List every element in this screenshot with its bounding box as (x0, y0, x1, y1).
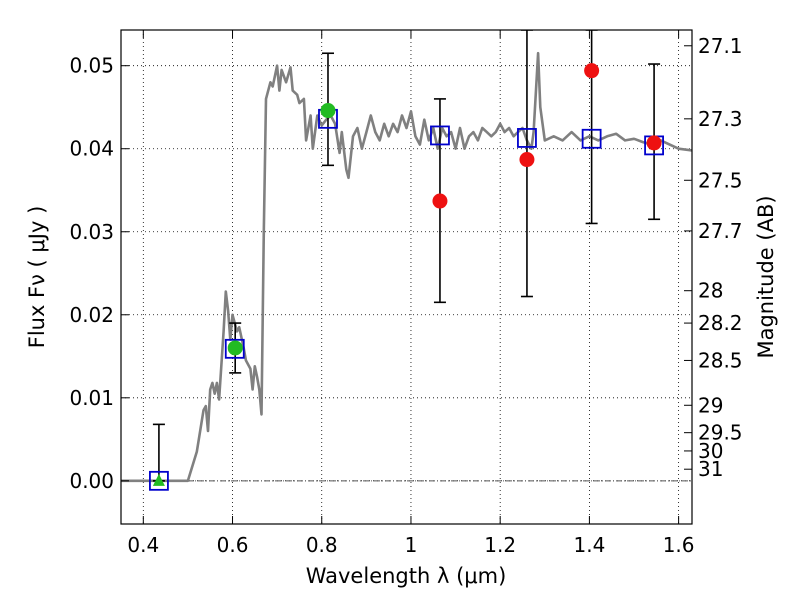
x-tick-label: 0.6 (217, 533, 249, 557)
plot-frame (120, 29, 693, 525)
y2-tick-label: 27.5 (698, 168, 743, 192)
non-detection-point (432, 193, 448, 209)
y2-axis-label: Magnitude (AB) (754, 195, 778, 358)
y2-tick-label: 28 (698, 279, 723, 303)
model-photometry-point (430, 125, 450, 146)
y-tick-label: 0.01 (69, 386, 114, 410)
y-tick-label: 0.05 (69, 54, 114, 78)
model-spectrum-line (121, 51, 692, 483)
y2-tick-label: 27.1 (698, 34, 743, 58)
y-tick-label: 0.00 (69, 469, 114, 493)
observed-markers (152, 63, 662, 486)
non-detection-point (646, 135, 662, 151)
model-photometry-point (224, 338, 245, 359)
non-detection-point (584, 63, 600, 79)
axis-ticks: 0.4 0.6 0.8 1 1.2 1.4 1.6 0.00 0.01 0.02 0.03 0.04 0… (69, 30, 743, 557)
non-detection-point (519, 152, 535, 168)
detection-point (320, 103, 336, 119)
y2-tick-label: 29.5 (698, 421, 743, 445)
model-photometry-squares (149, 108, 664, 491)
model-photometry-point (149, 470, 169, 491)
y2-tick-label: 31 (698, 457, 723, 481)
x-tick-label: 1.4 (573, 533, 605, 557)
model-photometry-point (581, 128, 602, 149)
x-tick-label: 1.6 (663, 533, 695, 557)
x-tick-label: 1 (405, 533, 418, 557)
plot-area (121, 30, 692, 491)
y-axis-label: Flux Fν ( μJy ) (25, 206, 49, 349)
y-tick-label: 0.03 (69, 220, 114, 244)
model-photometry-point (517, 128, 537, 148)
y2-tick-label: 30 (698, 439, 723, 463)
detection-point (227, 340, 243, 356)
x-tick-label: 0.4 (127, 533, 159, 557)
x-tick-label: 1.2 (484, 533, 516, 557)
y2-tick-label: 29 (698, 393, 723, 417)
y-tick-label: 0.02 (69, 303, 114, 327)
y-tick-label: 0.04 (69, 137, 114, 161)
x-axis-label: Wavelength λ (μm) (306, 564, 507, 588)
y2-tick-label: 28.2 (698, 311, 743, 335)
x-tick-label: 0.8 (306, 533, 338, 557)
y2-tick-label: 27.3 (698, 107, 743, 131)
y2-tick-label: 28.5 (698, 348, 743, 372)
detection-triangle-point (152, 473, 165, 486)
y2-tick-label: 27.7 (698, 219, 743, 243)
